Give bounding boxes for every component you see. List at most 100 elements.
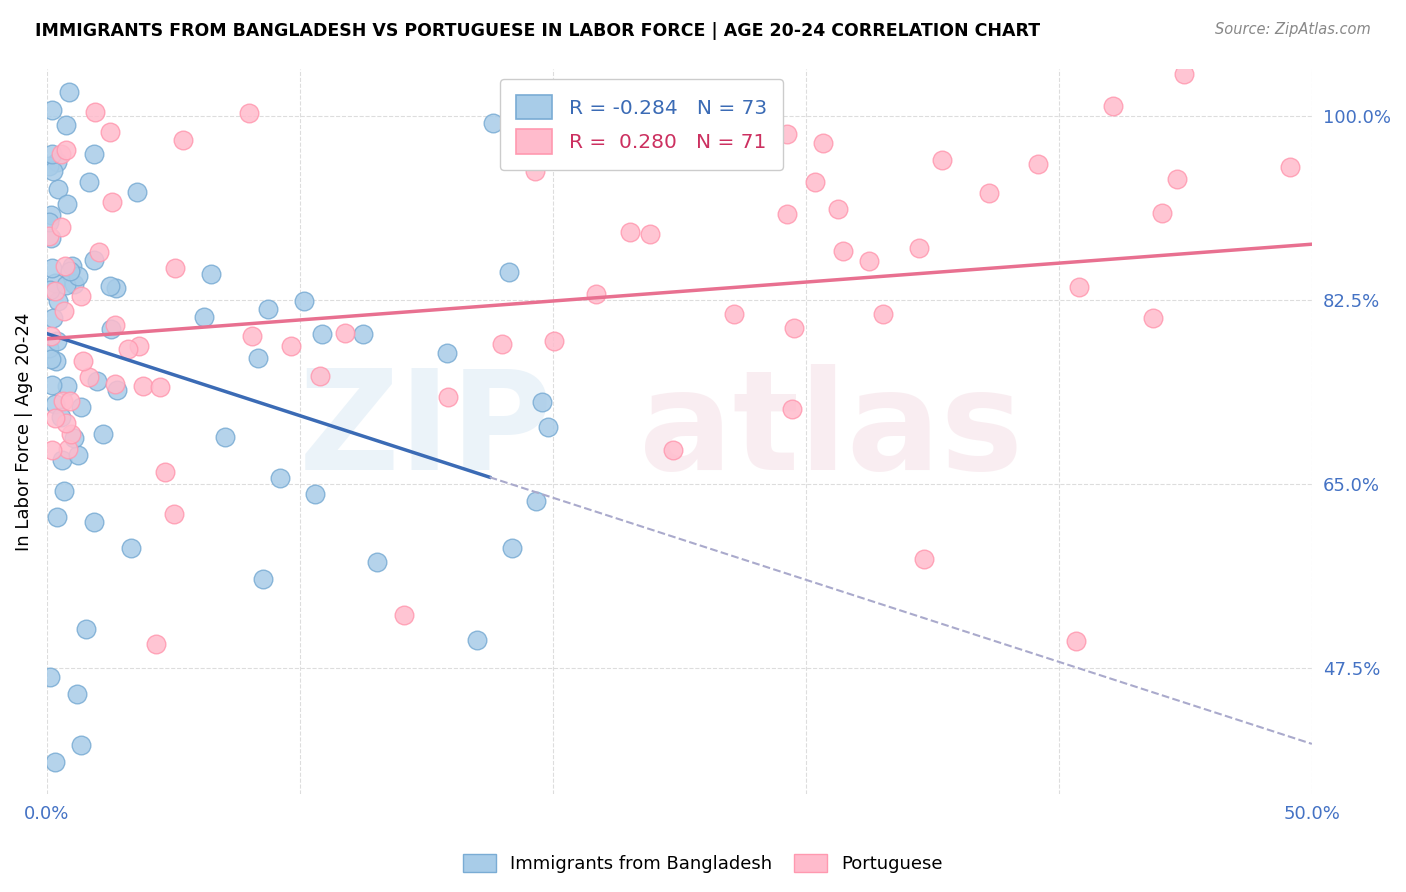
Point bbox=[931, 153, 953, 168]
Point bbox=[62, 277, 84, 291]
Point bbox=[105, 383, 128, 397]
Point bbox=[98, 279, 121, 293]
Point bbox=[83, 146, 105, 161]
Point bbox=[783, 321, 806, 335]
Point bbox=[908, 241, 931, 255]
Point bbox=[1152, 205, 1174, 219]
Point bbox=[1064, 634, 1087, 648]
Point bbox=[498, 265, 520, 279]
Point bbox=[42, 311, 65, 326]
Point bbox=[1173, 67, 1195, 81]
Point bbox=[537, 419, 560, 434]
Legend: R = -0.284   N = 73, R =  0.280   N = 71: R = -0.284 N = 73, R = 0.280 N = 71 bbox=[501, 78, 783, 170]
Point bbox=[91, 427, 114, 442]
Point bbox=[394, 608, 416, 623]
Point bbox=[66, 448, 89, 462]
Point bbox=[87, 245, 110, 260]
Text: atlas: atlas bbox=[640, 364, 1024, 499]
Point bbox=[55, 118, 77, 132]
Point bbox=[193, 310, 215, 324]
Point bbox=[304, 487, 326, 501]
Point bbox=[55, 143, 77, 157]
Point bbox=[44, 410, 66, 425]
Point bbox=[70, 289, 93, 303]
Point bbox=[53, 484, 76, 499]
Point bbox=[292, 293, 315, 308]
Point bbox=[38, 160, 60, 174]
Point bbox=[53, 260, 76, 274]
Point bbox=[832, 244, 855, 258]
Point bbox=[41, 442, 63, 457]
Point bbox=[41, 103, 63, 117]
Text: IMMIGRANTS FROM BANGLADESH VS PORTUGUESE IN LABOR FORCE | AGE 20-24 CORRELATION : IMMIGRANTS FROM BANGLADESH VS PORTUGUESE… bbox=[35, 22, 1040, 40]
Point bbox=[153, 465, 176, 479]
Point bbox=[59, 393, 82, 408]
Point bbox=[39, 283, 62, 297]
Point bbox=[62, 259, 84, 273]
Point bbox=[70, 401, 93, 415]
Point bbox=[979, 186, 1001, 200]
Point bbox=[501, 541, 523, 555]
Point bbox=[100, 322, 122, 336]
Point bbox=[104, 280, 127, 294]
Text: Source: ZipAtlas.com: Source: ZipAtlas.com bbox=[1215, 22, 1371, 37]
Point bbox=[1069, 280, 1091, 294]
Point bbox=[83, 104, 105, 119]
Point bbox=[56, 197, 79, 211]
Point bbox=[436, 390, 458, 404]
Point bbox=[51, 453, 73, 467]
Point bbox=[775, 207, 797, 221]
Point bbox=[543, 334, 565, 349]
Point bbox=[117, 342, 139, 356]
Point bbox=[127, 185, 149, 199]
Point bbox=[98, 125, 121, 139]
Point bbox=[86, 374, 108, 388]
Point bbox=[44, 755, 66, 769]
Point bbox=[44, 276, 66, 290]
Point bbox=[804, 175, 827, 189]
Point bbox=[128, 339, 150, 353]
Point bbox=[77, 370, 100, 384]
Point bbox=[58, 85, 80, 99]
Point bbox=[163, 261, 186, 276]
Point bbox=[49, 220, 72, 235]
Point bbox=[662, 442, 685, 457]
Point bbox=[44, 397, 66, 411]
Point bbox=[240, 329, 263, 343]
Point bbox=[775, 127, 797, 141]
Point bbox=[46, 510, 69, 524]
Point bbox=[52, 393, 75, 408]
Point bbox=[214, 430, 236, 444]
Point bbox=[723, 308, 745, 322]
Point bbox=[145, 637, 167, 651]
Point bbox=[104, 377, 127, 392]
Point bbox=[333, 326, 356, 341]
Point bbox=[638, 227, 661, 241]
Point bbox=[39, 351, 62, 366]
Point bbox=[524, 163, 547, 178]
Point bbox=[780, 401, 803, 416]
Point bbox=[39, 209, 62, 223]
Point bbox=[1278, 160, 1301, 174]
Text: ZIP: ZIP bbox=[298, 364, 553, 499]
Point bbox=[482, 116, 505, 130]
Point bbox=[55, 416, 77, 430]
Point bbox=[41, 260, 63, 275]
Point bbox=[585, 287, 607, 301]
Point bbox=[311, 326, 333, 341]
Point bbox=[309, 369, 332, 384]
Point bbox=[524, 494, 547, 508]
Point bbox=[38, 228, 60, 243]
Point bbox=[858, 254, 880, 268]
Point bbox=[38, 341, 60, 355]
Point bbox=[827, 202, 849, 216]
Point bbox=[75, 622, 97, 636]
Point bbox=[163, 507, 186, 521]
Point bbox=[120, 541, 142, 556]
Point bbox=[352, 326, 374, 341]
Point bbox=[41, 231, 63, 245]
Point bbox=[59, 264, 82, 278]
Point bbox=[619, 225, 641, 239]
Point bbox=[42, 163, 65, 178]
Point bbox=[257, 301, 280, 316]
